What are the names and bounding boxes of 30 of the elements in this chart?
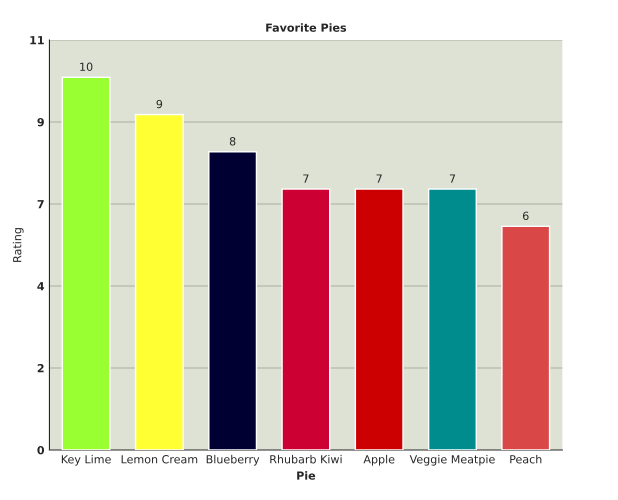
data-label: 7 [376, 174, 382, 183]
bar [428, 188, 477, 450]
y-tick-label: 0 [37, 446, 44, 454]
y-tick-label: 11 [30, 36, 44, 44]
y-tick-label: 7 [38, 200, 44, 208]
data-label: 7 [450, 174, 456, 183]
data-label: 7 [303, 174, 308, 183]
data-label: 10 [80, 62, 92, 71]
bar [501, 226, 550, 450]
x-tick-label: Blueberry [206, 454, 260, 466]
chart-title: Favorite Pies [266, 23, 346, 32]
x-tick-label: Lemon Cream [122, 455, 198, 464]
y-tick-label: 2 [38, 364, 44, 372]
x-tick-label: Rhubarb Kiwi [270, 454, 342, 464]
x-tick-label: Veggie Meatpie [410, 454, 495, 466]
x-tick-label: Key Lime [62, 454, 111, 466]
x-tick-label: Apple [363, 454, 394, 466]
bar [208, 151, 258, 450]
bar [134, 114, 184, 450]
data-label: 9 [156, 100, 162, 108]
y-tick-label: 4 [37, 282, 44, 290]
data-label: 6 [522, 212, 529, 220]
y-axis-title: Rating [12, 228, 24, 262]
bar [354, 188, 404, 450]
x-axis-title: Pie [297, 471, 316, 480]
y-tick-label: 9 [37, 118, 44, 126]
x-tick-label: Peach [510, 454, 542, 464]
data-label: 8 [230, 137, 236, 146]
bar [281, 188, 330, 450]
bar [62, 76, 111, 450]
